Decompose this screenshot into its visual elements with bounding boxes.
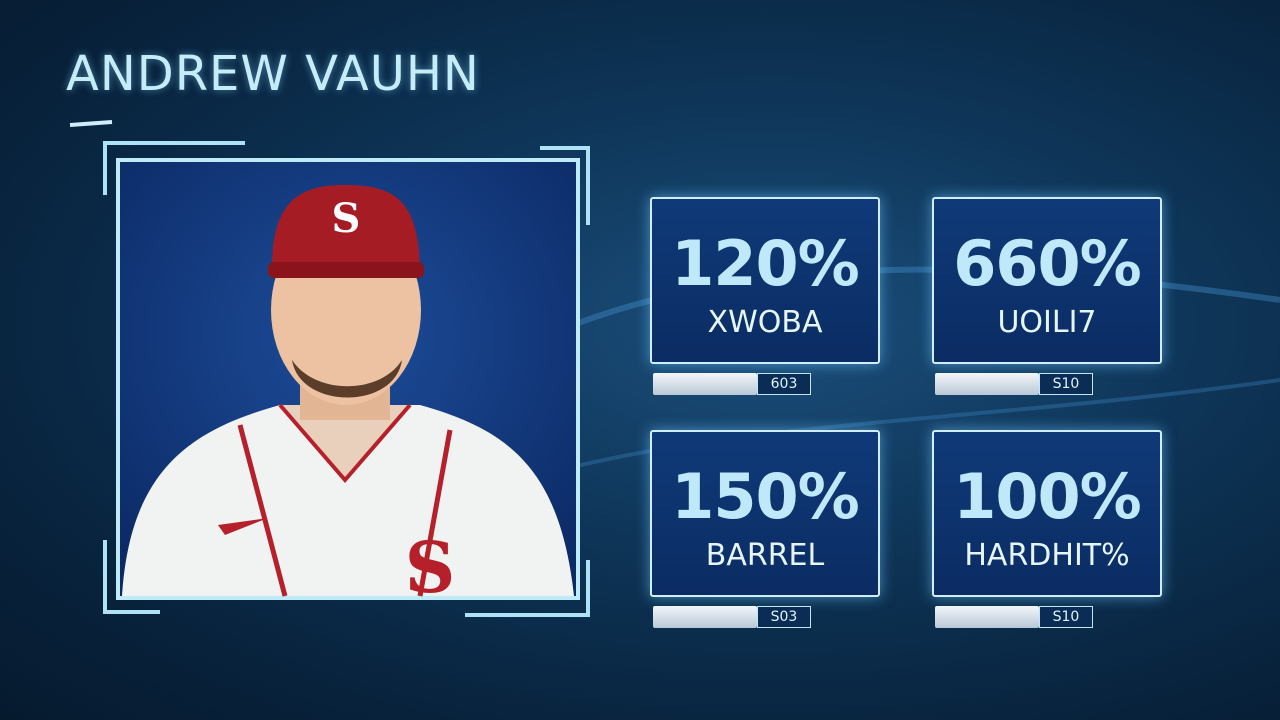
- footer-bar: [935, 373, 1039, 395]
- stat-label: HARDHIT%: [964, 538, 1130, 573]
- stat-label: UOILI7: [997, 305, 1097, 340]
- stat-label: XWOBA: [707, 305, 823, 340]
- stat-footer: S10: [935, 606, 1093, 628]
- stat-card: 100% HARDHIT%: [932, 430, 1162, 597]
- footer-bar: [653, 373, 757, 395]
- stat-label: BARREL: [705, 538, 825, 573]
- footer-value: S10: [1039, 606, 1093, 628]
- stat-card: 120% XWOBA: [650, 197, 880, 364]
- stat-value: 150%: [671, 460, 860, 533]
- stat-card: 660% UOILI7: [932, 197, 1162, 364]
- stat-footer: S10: [935, 373, 1093, 395]
- stat-footer: 603: [653, 373, 811, 395]
- footer-value: S03: [757, 606, 811, 628]
- stat-value: 660%: [953, 227, 1142, 300]
- footer-bar: [653, 606, 757, 628]
- footer-value: S10: [1039, 373, 1093, 395]
- footer-bar: [935, 606, 1039, 628]
- svg-text:S: S: [405, 526, 456, 609]
- stat-value: 100%: [953, 460, 1142, 533]
- stat-value: 120%: [671, 227, 860, 300]
- stat-footer: S03: [653, 606, 811, 628]
- stat-card: 150% BARREL: [650, 430, 880, 597]
- footer-value: 603: [757, 373, 811, 395]
- player-name: ANDREW VAUHN: [66, 46, 480, 102]
- svg-text:S: S: [332, 195, 361, 242]
